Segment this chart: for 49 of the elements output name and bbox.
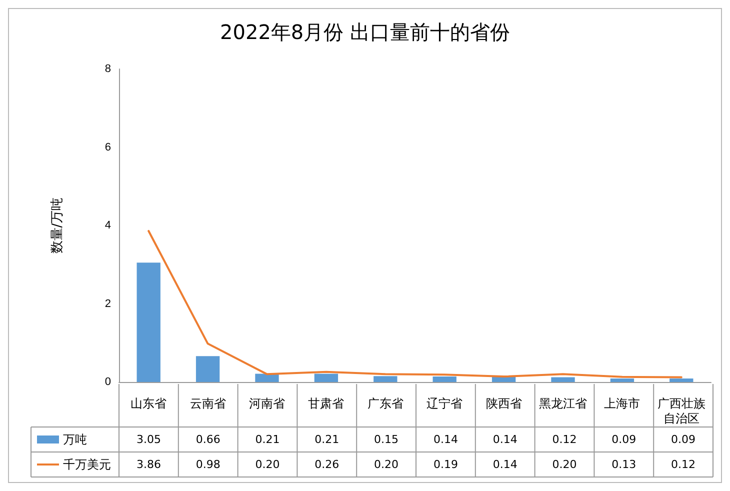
x-tick-label: 广西壮族自治区 xyxy=(657,396,706,426)
x-tick-label: 辽宁省 xyxy=(426,396,463,410)
data-label: 0.12 xyxy=(671,458,696,471)
data-label: 0.21 xyxy=(314,433,340,446)
data-label: 0.20 xyxy=(374,458,399,471)
bar xyxy=(196,356,220,382)
data-label: 3.05 xyxy=(136,433,161,446)
data-label: 0.09 xyxy=(612,433,636,446)
data-label: 3.86 xyxy=(136,458,161,471)
data-label: 0.26 xyxy=(314,458,340,471)
x-tick-label: 山东省 xyxy=(130,396,167,410)
bar xyxy=(255,374,279,382)
legend-label: 万吨 xyxy=(63,432,87,446)
bar xyxy=(136,262,160,382)
data-label: 0.15 xyxy=(374,433,399,446)
x-tick-label: 甘肃省 xyxy=(308,396,344,410)
x-tick-label: 云南省 xyxy=(190,396,226,410)
data-label: 0.21 xyxy=(255,433,280,446)
bar xyxy=(670,378,694,382)
x-tick-label: 上海市 xyxy=(604,396,640,410)
data-label: 0.19 xyxy=(433,458,458,471)
y-tick-label: 6 xyxy=(104,141,111,154)
line-series xyxy=(148,230,682,378)
bar xyxy=(314,374,338,382)
data-label: 0.12 xyxy=(552,433,577,446)
data-label: 0.20 xyxy=(255,458,280,471)
chart-title: 2022年8月份 出口量前十的省份 xyxy=(220,20,510,44)
x-tick-label: 黑龙江省 xyxy=(539,396,587,410)
bar xyxy=(432,376,456,382)
bar xyxy=(610,378,634,382)
legend-label: 千万美元 xyxy=(63,458,111,472)
data-label: 0.20 xyxy=(552,458,577,471)
data-label: 0.13 xyxy=(612,458,636,471)
y-tick-label: 0 xyxy=(104,376,111,388)
x-tick-label: 广东省 xyxy=(367,396,404,410)
bar xyxy=(551,377,575,382)
data-label: 0.14 xyxy=(492,433,518,446)
y-tick-label: 2 xyxy=(104,298,111,310)
data-label: 0.14 xyxy=(433,433,458,446)
data-label: 0.66 xyxy=(196,433,220,446)
x-tick-label: 河南省 xyxy=(249,396,285,410)
data-label: 0.98 xyxy=(196,458,220,471)
data-label: 0.09 xyxy=(671,433,696,446)
x-tick-label: 陕西省 xyxy=(486,396,522,410)
y-tick-label: 4 xyxy=(104,220,111,232)
y-axis-title: 数量/万吨 xyxy=(50,197,65,254)
data-label: 0.14 xyxy=(492,458,518,471)
y-tick-label: 8 xyxy=(104,63,111,75)
bar xyxy=(374,376,398,382)
